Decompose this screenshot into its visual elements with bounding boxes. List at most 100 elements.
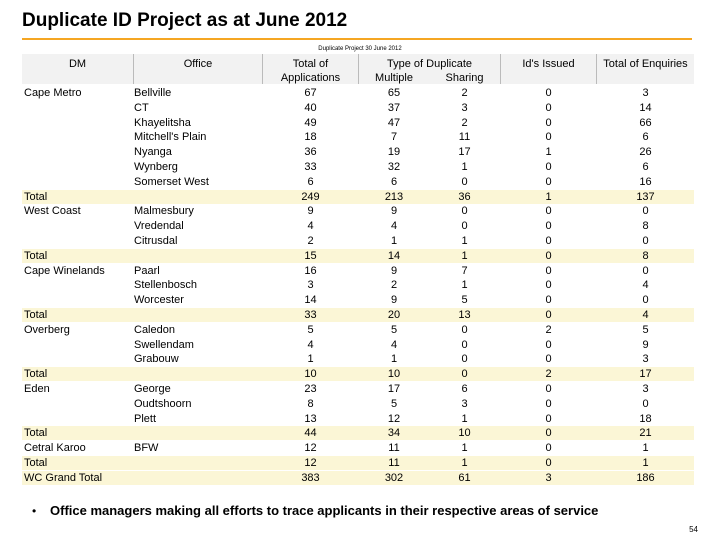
cell-multiple: 6 <box>390 175 398 188</box>
cell-multiple: 302 <box>384 471 404 484</box>
cell-enquiries: 6 <box>642 161 649 173</box>
cell-total: 2 <box>307 235 314 247</box>
cell-issued: 0 <box>545 412 552 425</box>
cell-issued: 0 <box>545 116 552 129</box>
total-row-highlight <box>22 470 694 485</box>
cell-issued: 0 <box>545 101 552 114</box>
cell-sharing: 1 <box>461 279 468 292</box>
cell-total: 1 <box>307 353 314 366</box>
cell-multiple: 7 <box>390 131 398 144</box>
header-divider <box>358 54 359 84</box>
cell-multiple: 213 <box>384 190 404 203</box>
cell-enquiries: 0 <box>642 294 649 307</box>
cell-enquiries: 3 <box>642 383 649 395</box>
cell-issued: 0 <box>545 249 552 262</box>
cell-sharing: 0 <box>461 323 468 336</box>
header-sharing: Sharing <box>445 72 484 84</box>
cell-enquiries: 4 <box>642 279 649 292</box>
cell-office: Plett <box>134 412 157 425</box>
cell-issued: 1 <box>545 146 552 159</box>
cell-office: Mitchell's Plain <box>134 131 207 144</box>
cell-dm: Cape Metro <box>24 87 82 99</box>
cell-total: 18 <box>304 131 317 144</box>
cell-total: 383 <box>301 471 320 484</box>
cell-sharing: 5 <box>461 294 468 307</box>
cell-multiple: 10 <box>387 368 401 381</box>
cell-sharing: 3 <box>461 397 468 410</box>
cell-enquiries: 16 <box>639 175 652 188</box>
cell-multiple: 11 <box>388 442 400 455</box>
header-ids-issued: Id's Issued <box>522 58 575 70</box>
cell-sharing: 36 <box>458 190 471 203</box>
cell-issued: 0 <box>545 427 552 440</box>
header-divider <box>133 54 134 84</box>
cell-enquiries: 186 <box>636 471 655 484</box>
header-divider <box>262 54 263 84</box>
header-type-of-duplicate: Type of Duplicate <box>387 58 472 70</box>
cell-total: 16 <box>304 264 317 277</box>
cell-enquiries: 5 <box>642 323 649 336</box>
cell-enquiries: 0 <box>642 205 649 218</box>
total-row-highlight <box>22 456 694 470</box>
cell-multiple: 5 <box>390 323 398 336</box>
cell-enquiries: 8 <box>642 249 649 262</box>
cell-office: Somerset West <box>134 175 209 188</box>
header-dm: DM <box>68 58 87 70</box>
cell-sharing: 0 <box>461 220 468 233</box>
cell-issued: 0 <box>545 457 552 469</box>
cell-total: 67 <box>304 87 317 99</box>
cell-enquiries: 26 <box>639 146 652 159</box>
cell-sharing: 11 <box>458 131 471 144</box>
cell-total: 49 <box>304 116 317 129</box>
footnote: Office managers making all efforts to tr… <box>50 503 599 518</box>
cell-issued: 0 <box>545 294 552 307</box>
header-total-line2: Applications <box>280 72 341 84</box>
cell-multiple: 4 <box>390 338 398 351</box>
cell-multiple: 47 <box>387 116 401 129</box>
cell-total: 12 <box>304 442 317 455</box>
cell-sharing: 10 <box>458 427 471 440</box>
cell-sharing: 3 <box>461 101 468 114</box>
cell-enquiries: 1 <box>642 442 649 455</box>
cell-issued: 0 <box>545 161 552 173</box>
cell-multiple: 11 <box>388 457 400 469</box>
cell-multiple: 20 <box>387 309 401 321</box>
cell-sharing: 6 <box>461 383 468 395</box>
cell-total: 33 <box>304 309 317 321</box>
cell-sharing: 0 <box>461 353 468 366</box>
cell-dm: Cetral Karoo <box>24 442 86 455</box>
cell-office: Oudtshoorn <box>134 397 192 410</box>
cell-sharing: 0 <box>461 368 468 381</box>
cell-sharing: 2 <box>461 87 468 99</box>
cell-total: 13 <box>304 412 317 425</box>
cell-office: Citrusdal <box>134 235 178 247</box>
cell-office: BFW <box>134 442 159 455</box>
cell-total: 4 <box>307 220 314 233</box>
cell-sharing: 2 <box>461 116 468 129</box>
cell-total: 5 <box>307 323 314 336</box>
cell-dm: Total <box>24 309 48 321</box>
cell-sharing: 0 <box>461 338 468 351</box>
cell-multiple: 9 <box>390 264 398 277</box>
header-office: Office <box>183 58 213 70</box>
cell-enquiries: 6 <box>642 131 649 144</box>
cell-issued: 0 <box>545 205 552 218</box>
cell-multiple: 1 <box>390 235 398 247</box>
cell-office: Stellenbosch <box>134 279 197 292</box>
cell-sharing: 17 <box>458 146 471 159</box>
cell-enquiries: 4 <box>642 309 649 321</box>
cell-dm: Total <box>24 190 48 203</box>
cell-issued: 3 <box>545 471 552 484</box>
header-divider <box>596 54 597 84</box>
cell-sharing: 0 <box>461 175 468 188</box>
cell-total: 15 <box>304 249 317 262</box>
cell-issued: 0 <box>545 383 552 395</box>
cell-enquiries: 18 <box>639 412 652 425</box>
cell-total: 249 <box>301 190 320 203</box>
header-multiple: Multiple <box>375 72 413 84</box>
cell-issued: 0 <box>545 279 552 292</box>
cell-office: Nyanga <box>134 146 172 159</box>
cell-sharing: 13 <box>458 309 471 321</box>
cell-issued: 0 <box>545 397 552 410</box>
cell-multiple: 37 <box>387 101 401 114</box>
